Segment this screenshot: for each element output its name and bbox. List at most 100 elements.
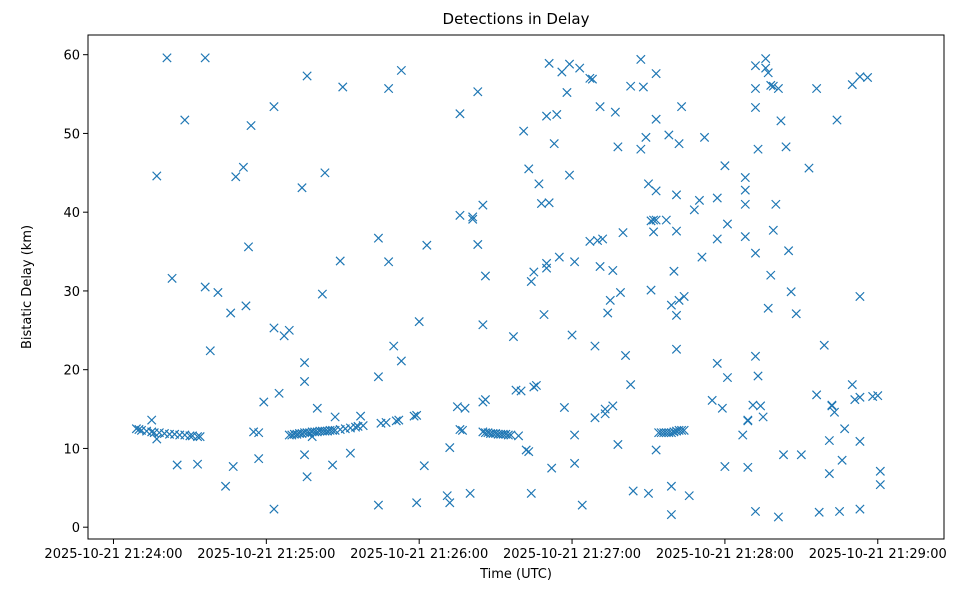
data-point [811, 390, 822, 400]
data-point [847, 79, 857, 90]
x-axis-label: Time (UTC) [479, 567, 552, 582]
y-tick-label: 50 [63, 127, 80, 142]
data-point [628, 486, 638, 496]
data-point [152, 434, 162, 444]
data-point [575, 63, 585, 73]
data-point [567, 330, 577, 340]
data-point [615, 287, 626, 298]
data-point [636, 54, 646, 65]
data-point [554, 252, 564, 262]
data-point [597, 234, 608, 244]
data-point [254, 428, 264, 438]
data-point [134, 424, 144, 435]
data-point [761, 63, 771, 73]
data-point [468, 214, 478, 224]
data-point [269, 504, 279, 514]
data-point [608, 265, 618, 276]
data-point [259, 397, 269, 407]
data-point [231, 172, 241, 182]
data-point [761, 54, 771, 64]
data-point [791, 309, 801, 319]
data-point [480, 271, 491, 281]
y-tick-label: 10 [63, 442, 80, 457]
data-point [473, 239, 483, 250]
data-point [559, 402, 570, 413]
data-point [585, 236, 595, 246]
data-point [773, 83, 784, 94]
data-point [506, 430, 516, 440]
data-point [722, 219, 733, 229]
data-point [766, 270, 776, 280]
data-point [445, 443, 455, 453]
data-point [638, 82, 649, 92]
data-point [666, 300, 677, 310]
data-point [274, 388, 284, 398]
data-point [651, 215, 661, 225]
data-point [875, 466, 885, 476]
data-point [147, 427, 157, 437]
data-point [694, 195, 705, 205]
data-point [338, 82, 348, 92]
data-point [373, 500, 384, 510]
data-point [320, 168, 330, 178]
data-point [743, 462, 753, 472]
data-point [626, 81, 636, 91]
data-point [829, 407, 840, 417]
data-point [837, 455, 847, 465]
data-point [269, 323, 279, 333]
data-point [664, 130, 674, 140]
data-point [473, 87, 483, 97]
data-point [519, 126, 529, 136]
data-point [697, 252, 707, 262]
data-point [620, 350, 631, 361]
data-points [131, 53, 885, 522]
data-point [671, 310, 682, 320]
data-point [786, 287, 796, 297]
data-point [750, 83, 761, 94]
data-point [243, 242, 254, 252]
data-point [195, 432, 205, 442]
data-point [213, 287, 223, 298]
data-point [674, 295, 684, 306]
data-point [720, 161, 730, 171]
data-point [419, 461, 429, 471]
data-point [373, 372, 384, 382]
data-point [381, 417, 391, 428]
data-point [299, 357, 310, 368]
data-point [330, 412, 340, 422]
data-point [414, 317, 424, 327]
data-point [722, 372, 733, 383]
data-point [613, 439, 623, 450]
data-point [648, 215, 659, 225]
y-tick-label: 30 [63, 285, 80, 300]
data-point [763, 68, 773, 78]
data-point [646, 285, 656, 295]
data-point [778, 450, 789, 460]
data-point [455, 424, 465, 435]
data-point [302, 71, 312, 81]
data-point [246, 120, 256, 131]
data-point [679, 425, 689, 435]
data-point [613, 142, 623, 152]
data-point [592, 235, 603, 246]
data-point [671, 344, 682, 354]
data-point [544, 58, 554, 68]
data-point [238, 162, 249, 172]
data-point [526, 488, 536, 498]
data-point [850, 394, 860, 405]
data-point [651, 68, 661, 79]
y-axis: 0 10 20 30 40 50 60 [63, 49, 88, 536]
x-tick-label: 2025-10-21 21:27:00 [503, 547, 641, 562]
data-point [350, 422, 361, 432]
data-point [220, 481, 231, 491]
data-point [200, 282, 210, 292]
x-tick-label: 2025-10-21 21:28:00 [656, 547, 794, 562]
data-point [396, 65, 406, 76]
data-point [768, 81, 778, 91]
data-point [297, 183, 307, 193]
data-point [666, 509, 677, 520]
data-point [771, 199, 781, 209]
data-point [539, 309, 549, 320]
data-point [455, 210, 465, 220]
data-point [526, 276, 536, 287]
